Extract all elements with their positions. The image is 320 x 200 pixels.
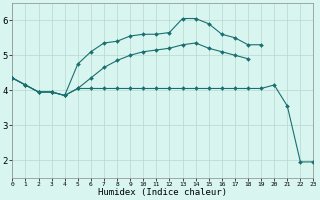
X-axis label: Humidex (Indice chaleur): Humidex (Indice chaleur)	[98, 188, 228, 197]
